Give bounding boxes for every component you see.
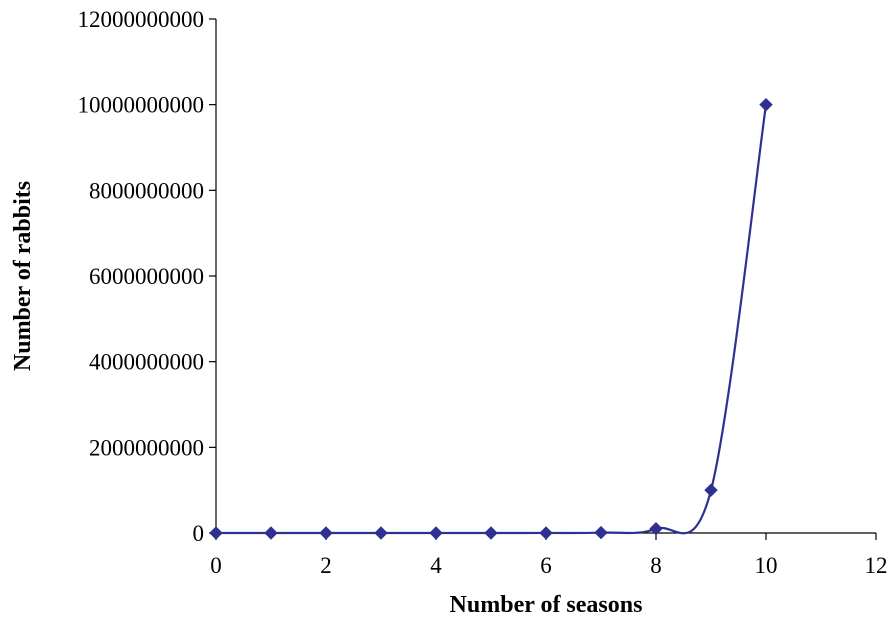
y-tick-label: 10000000000 [78, 93, 205, 118]
data-point-marker [594, 525, 608, 540]
data-point-marker [264, 526, 278, 540]
y-tick-label: 6000000000 [89, 264, 204, 289]
x-tick-label: 10 [755, 553, 778, 578]
y-axis-title: Number of rabbits [10, 181, 36, 371]
y-tick-label: 4000000000 [89, 350, 204, 375]
y-tick-label: 0 [193, 521, 205, 546]
data-point-marker [539, 526, 553, 540]
x-tick-label: 8 [650, 553, 662, 578]
y-axis-ticks: 0 2000000000 4000000000 6000000000 800000000… [78, 7, 216, 546]
x-tick-label: 0 [210, 553, 222, 578]
data-point-marker [759, 97, 773, 112]
data-point-marker [429, 526, 443, 540]
data-point-marker [374, 526, 388, 540]
data-point-marker [649, 522, 663, 536]
y-tick-label: 2000000000 [89, 435, 204, 460]
series-layer [209, 97, 773, 540]
y-tick-label: 8000000000 [89, 178, 204, 203]
y-tick-label: 12000000000 [78, 7, 205, 32]
x-tick-label: 12 [865, 553, 888, 578]
x-tick-label: 2 [320, 553, 332, 578]
x-tick-label: 6 [540, 553, 552, 578]
data-point-marker [319, 526, 333, 540]
data-point-marker [484, 526, 498, 540]
x-tick-label: 4 [430, 553, 442, 578]
axes [215, 19, 876, 534]
data-point-marker [704, 483, 718, 497]
x-axis-title: Number of seasons [450, 592, 643, 618]
data-point-marker [209, 526, 223, 540]
x-axis-ticks: 0 2 4 6 8 10 12 [210, 533, 888, 578]
series-line [216, 104, 768, 535]
